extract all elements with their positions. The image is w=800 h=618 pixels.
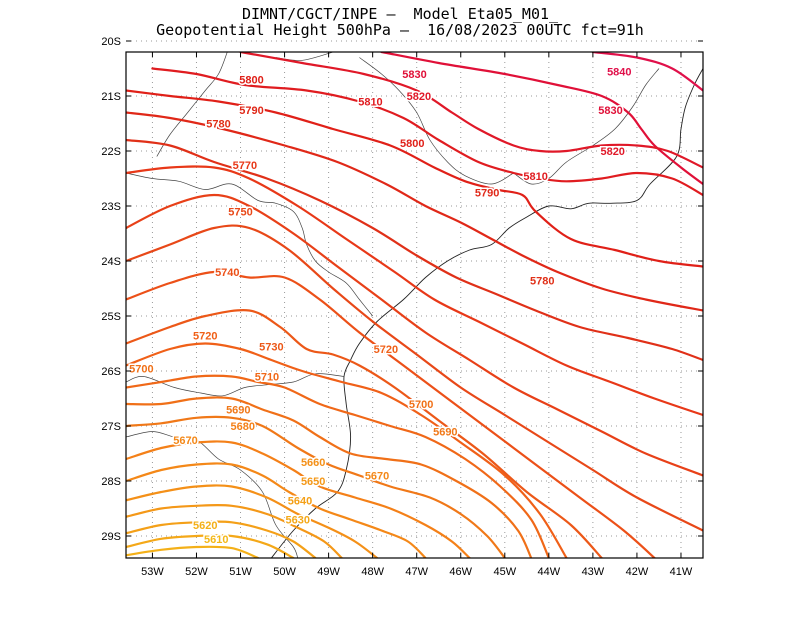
contour-label: 5750 <box>228 207 252 219</box>
x-tick-label: 53W <box>141 566 164 578</box>
x-tick-label: 46W <box>449 566 472 578</box>
contour-label: 5800 <box>400 138 424 150</box>
contour-5660 <box>126 484 379 558</box>
contour-label: 5660 <box>301 457 325 469</box>
contour-label: 5830 <box>598 105 622 117</box>
contour-label: 5790 <box>239 105 263 117</box>
contour-label: 5790 <box>475 187 499 199</box>
contour-label: 5800 <box>239 75 263 87</box>
contour-5810 <box>151 67 703 197</box>
x-tick-label: 49W <box>317 566 340 578</box>
contour-5790 <box>126 111 703 312</box>
grid-layer <box>126 40 703 558</box>
contour-5750 <box>126 224 703 532</box>
contour-5710 <box>126 374 550 558</box>
contour-label: 5780 <box>530 275 554 287</box>
x-tick-label: 52W <box>185 566 208 578</box>
x-tick-label: 42W <box>626 566 649 578</box>
contour-5840 <box>591 52 703 92</box>
contour-label: 5720 <box>193 330 217 342</box>
y-tick-label: 29S <box>101 531 121 543</box>
x-tick-label: 50W <box>273 566 296 578</box>
contour-label: 5670 <box>173 435 197 447</box>
state-border <box>126 172 373 317</box>
contour-label: 5770 <box>233 160 257 172</box>
contour-label: 5740 <box>215 267 239 279</box>
y-tick-label: 28S <box>101 476 121 488</box>
map-title: DIMNT/CGCT/INPE – Model Eta05_M01_ Geopo… <box>0 6 800 38</box>
contour-label: 5630 <box>286 515 310 527</box>
contour-5800 <box>126 89 703 268</box>
contour-5760 <box>126 193 703 477</box>
coastline <box>271 68 703 558</box>
contour-label: 5720 <box>374 344 398 356</box>
y-tick-label: 23S <box>101 201 121 213</box>
title-line-2: Geopotential Height 500hPa – 16/08/2023 … <box>156 21 644 39</box>
contour-label: 5700 <box>129 363 153 375</box>
contour-5640 <box>126 520 317 558</box>
contour-5680 <box>126 440 471 558</box>
contour-5670 <box>126 462 427 558</box>
title-line-1: DIMNT/CGCT/INPE – Model Eta05_M01_ <box>241 5 559 23</box>
y-tick-label: 21S <box>101 91 121 103</box>
contour-label: 5710 <box>255 372 279 384</box>
x-tick-label: 51W <box>229 566 252 578</box>
contour-label: 5620 <box>193 520 217 532</box>
contour-5730 <box>126 309 603 558</box>
contour-label: 5680 <box>230 421 254 433</box>
state-border <box>156 52 228 157</box>
contour-label: 5650 <box>301 476 325 488</box>
x-tick-label: 43W <box>582 566 605 578</box>
contour-label: 5690 <box>226 405 250 417</box>
contour-label: 5640 <box>288 495 312 507</box>
contour-5820 <box>239 52 703 169</box>
x-tick-label: 44W <box>538 566 561 578</box>
axis-ticks: 53W 52W 51W 50W 49W 48W 47W 46W 45W 44W 43W 42W 41W 2… <box>101 36 703 578</box>
y-tick-label: 26S <box>101 366 121 378</box>
contour-5690 <box>126 415 506 558</box>
plot-frame <box>125 51 704 559</box>
contour-5720 <box>126 342 568 558</box>
state-border <box>359 57 514 185</box>
y-tick-label: 25S <box>101 311 121 323</box>
y-tick-label: 20S <box>101 36 121 48</box>
contour-label: 5820 <box>600 146 624 158</box>
y-tick-label: 22S <box>101 146 121 158</box>
state-border <box>513 68 660 185</box>
x-tick-label: 45W <box>493 566 516 578</box>
y-tick-label: 27S <box>101 421 121 433</box>
contour-5740 <box>126 270 656 558</box>
contour-5830 <box>380 52 703 186</box>
contour-5650 <box>126 503 343 558</box>
contour-label: 5700 <box>409 399 433 411</box>
x-tick-label: 47W <box>405 566 428 578</box>
contour-label: 5830 <box>402 69 426 81</box>
contour-label: 5780 <box>206 119 230 131</box>
contour-label: 5810 <box>523 171 547 183</box>
contour-label: 5820 <box>407 91 431 103</box>
contour-label: 5670 <box>365 471 389 483</box>
contour-5630 <box>126 534 295 558</box>
contour-label: 5690 <box>433 427 457 439</box>
x-tick-label: 41W <box>670 566 693 578</box>
contour-labels: 5840 5830 5830 5820 5820 5810 5810 5800 5800 5790… <box>128 65 633 548</box>
x-tick-label: 48W <box>361 566 384 578</box>
contour-5700 <box>126 396 533 558</box>
contour-5780 <box>126 138 703 362</box>
y-tick-label: 24S <box>101 256 121 268</box>
contour-label: 5810 <box>358 97 382 109</box>
contour-5770 <box>126 165 703 417</box>
contour-label: 5730 <box>259 341 283 353</box>
contour-lines <box>126 52 703 558</box>
contour-label: 5840 <box>607 66 631 78</box>
contour-5620 <box>126 545 260 558</box>
contour-label: 5610 <box>204 534 228 546</box>
